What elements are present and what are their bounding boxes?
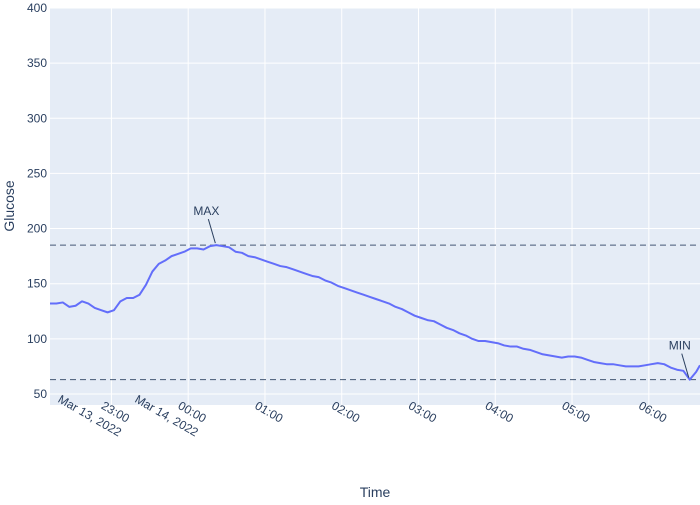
y-tick-label: 250 <box>27 166 47 180</box>
annotations: MAX MIN <box>193 204 691 378</box>
y-tick-label: 100 <box>27 332 47 346</box>
y-tick-label: 400 <box>27 1 47 15</box>
y-tick-label: 150 <box>27 277 47 291</box>
y-axis-label: Glucose <box>1 180 17 232</box>
y-tick-label: 200 <box>27 222 47 236</box>
glucose-series-line <box>50 244 700 381</box>
annotation-label: MIN <box>669 339 691 353</box>
annotation-arrow <box>681 353 690 378</box>
y-tick-label: 300 <box>27 111 47 125</box>
plot-background <box>50 8 700 405</box>
y-tick-labels: 50 100 150 200 250 300 350 400 <box>27 1 47 401</box>
annotation-arrow <box>207 218 216 244</box>
y-tick-label: 350 <box>27 56 47 70</box>
annotation-label: MAX <box>193 204 219 218</box>
series-layer <box>50 244 700 381</box>
x-axis-label: Time <box>360 484 391 500</box>
grid-layer <box>50 7 700 405</box>
reference-lines <box>50 244 700 381</box>
y-tick-label: 50 <box>34 387 48 401</box>
